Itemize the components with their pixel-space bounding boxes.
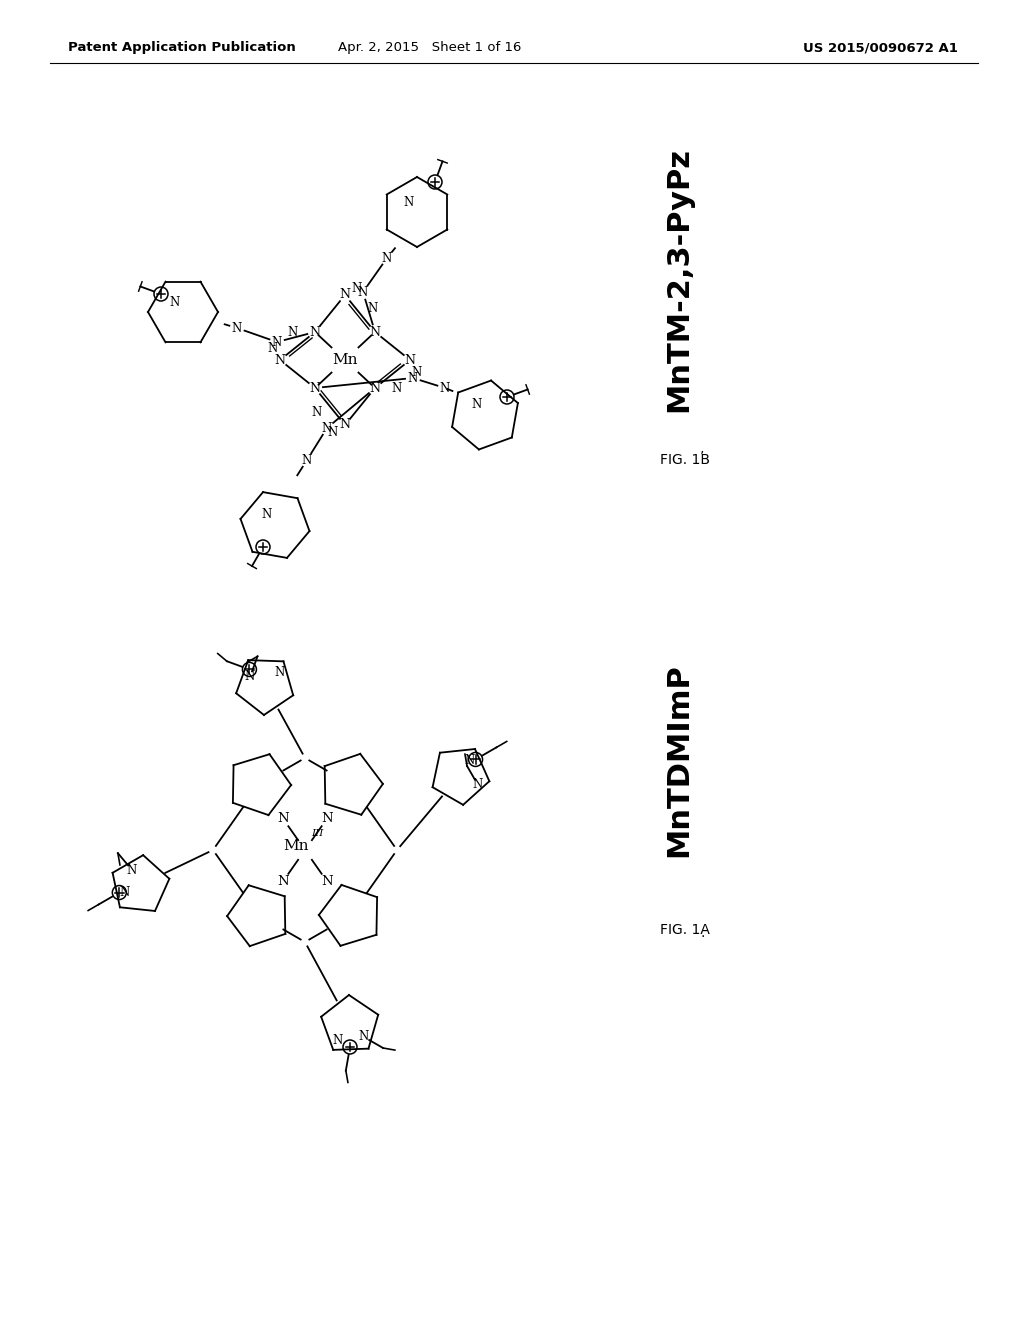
Text: Patent Application Publication: Patent Application Publication [68, 41, 296, 54]
Text: N: N [328, 425, 338, 438]
Text: N: N [404, 354, 416, 367]
Text: Apr. 2, 2015   Sheet 1 of 16: Apr. 2, 2015 Sheet 1 of 16 [338, 41, 521, 54]
Text: N: N [368, 301, 378, 314]
Text: N: N [170, 296, 180, 309]
Text: N: N [322, 421, 332, 434]
Text: N: N [321, 812, 333, 825]
Text: N: N [473, 779, 483, 792]
Text: N: N [231, 322, 242, 334]
Text: N: N [440, 381, 451, 395]
Text: .: . [700, 927, 705, 940]
Text: N: N [333, 1034, 343, 1047]
Text: N: N [340, 289, 350, 301]
Text: N: N [278, 812, 289, 825]
Text: US 2015/0090672 A1: US 2015/0090672 A1 [803, 41, 958, 54]
Text: MnTDMImP: MnTDMImP [664, 663, 693, 857]
Text: III: III [311, 829, 324, 838]
Text: MnTM-2,3-PyPz: MnTM-2,3-PyPz [664, 148, 693, 412]
Text: N: N [465, 754, 475, 767]
Text: N: N [274, 354, 286, 367]
Text: N: N [288, 326, 298, 338]
Text: N: N [127, 863, 137, 876]
Text: N: N [274, 667, 285, 680]
Text: ’: ’ [700, 450, 705, 465]
Text: N: N [340, 418, 350, 432]
Text: N: N [245, 671, 255, 684]
Text: N: N [352, 281, 362, 294]
Text: N: N [120, 887, 130, 899]
Text: N: N [370, 326, 381, 338]
Text: N: N [357, 285, 368, 298]
Text: N: N [309, 381, 321, 395]
Text: N: N [370, 381, 381, 395]
Text: N: N [272, 335, 283, 348]
Text: FIG. 1B: FIG. 1B [660, 453, 710, 467]
Text: N: N [412, 366, 422, 379]
Text: N: N [262, 508, 272, 521]
Text: N: N [312, 405, 323, 418]
Text: N: N [309, 326, 321, 338]
Text: N: N [392, 381, 402, 395]
Text: N: N [382, 252, 392, 264]
Text: N: N [321, 875, 333, 887]
Text: FIG. 1A: FIG. 1A [660, 923, 710, 937]
Text: N: N [472, 399, 482, 412]
Text: Mn: Mn [332, 352, 357, 367]
Text: N: N [268, 342, 279, 355]
Text: N: N [408, 371, 418, 384]
Text: N: N [358, 1031, 369, 1044]
Text: N: N [278, 875, 289, 887]
Text: Mn: Mn [284, 840, 309, 853]
Text: N: N [302, 454, 312, 466]
Text: N: N [403, 195, 414, 209]
